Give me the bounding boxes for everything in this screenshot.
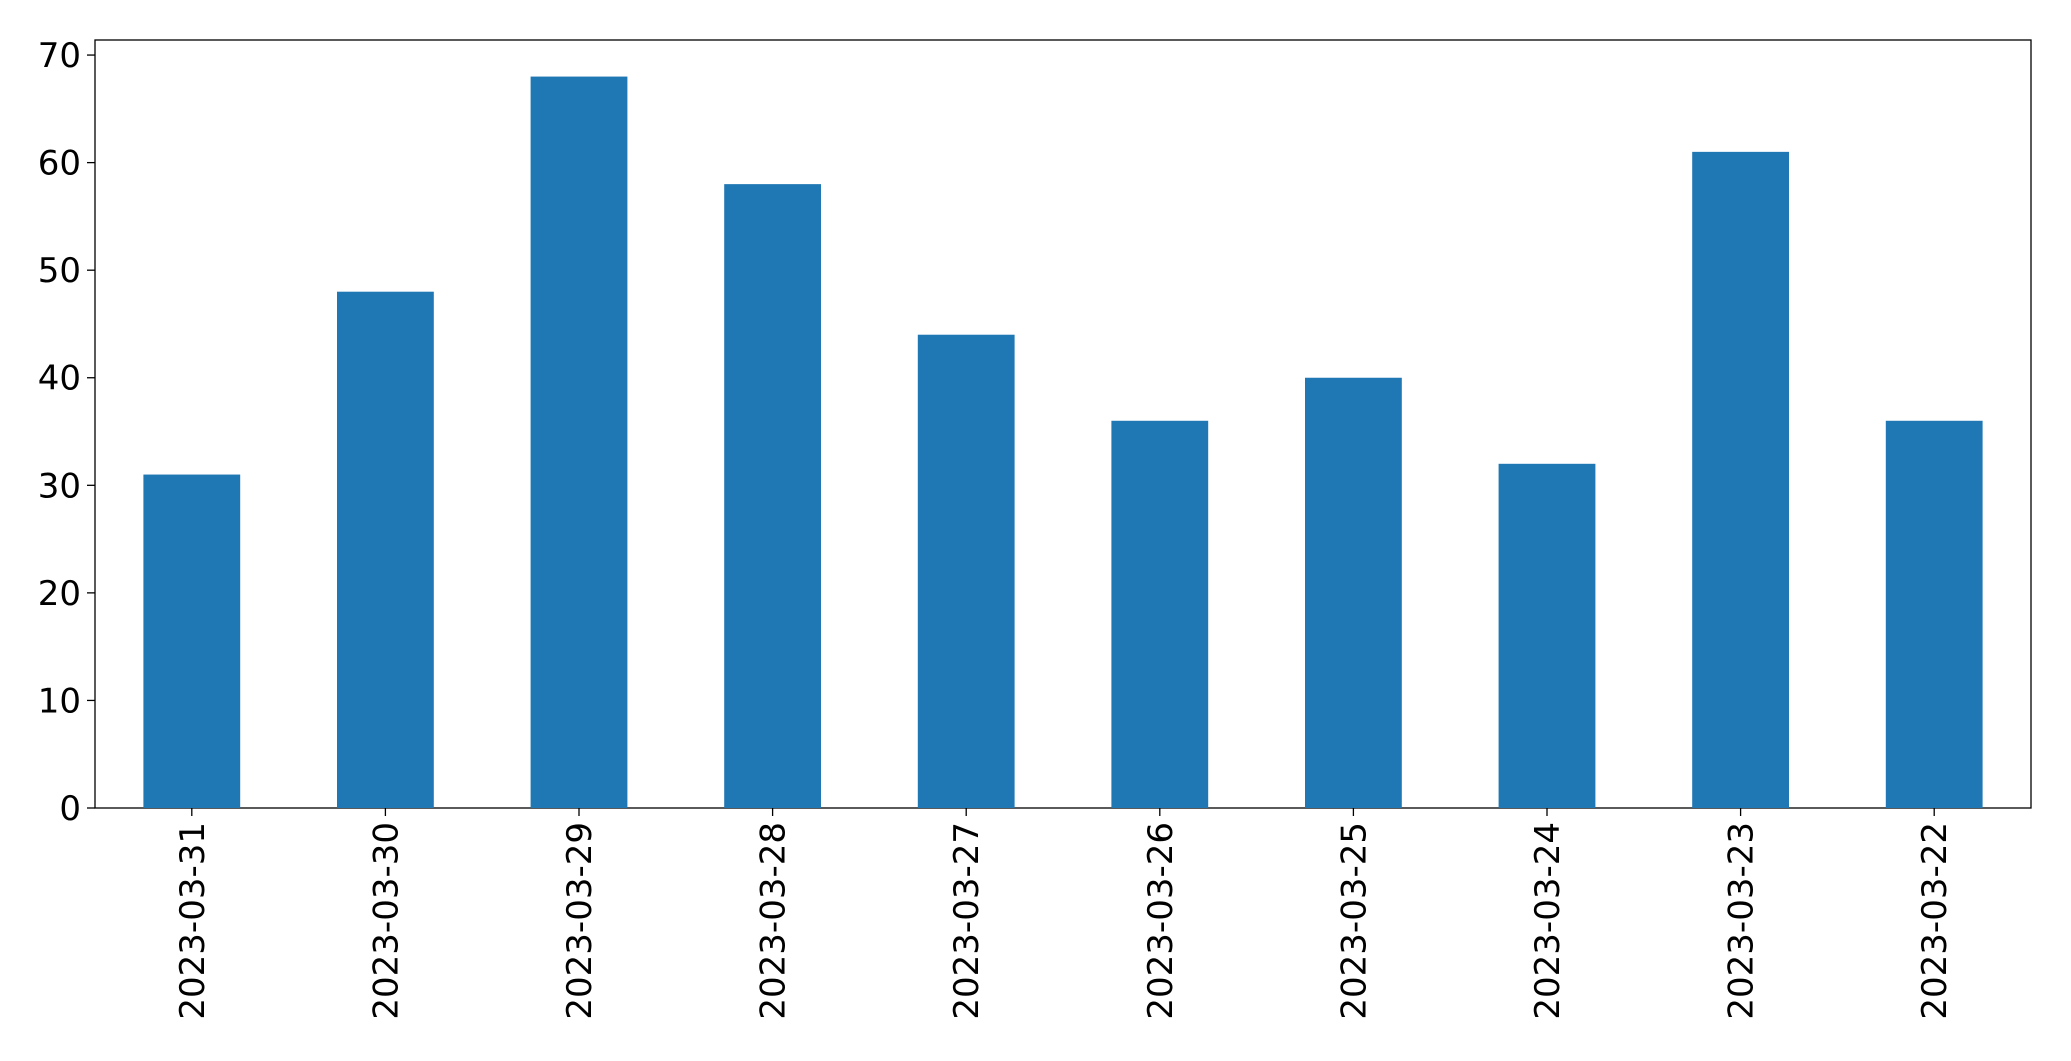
bar xyxy=(1885,420,1983,808)
plot-frame xyxy=(94,39,2032,809)
y-tick-label: 30 xyxy=(38,466,81,506)
y-tick-label: 70 xyxy=(38,36,81,76)
bar xyxy=(724,184,821,808)
x-tick-label: 2023-03-28 xyxy=(754,822,794,1020)
x-tick-label: 2023-03-22 xyxy=(1915,822,1955,1020)
y-tick-label: 40 xyxy=(38,359,81,399)
x-tick-label: 2023-03-27 xyxy=(947,822,987,1020)
x-tick-label: 2023-03-23 xyxy=(1722,822,1762,1020)
bar xyxy=(917,334,1015,808)
bar xyxy=(530,76,628,809)
bar xyxy=(143,474,241,808)
bar xyxy=(1692,151,1789,808)
y-tick-label: 10 xyxy=(38,681,81,721)
y-tick-label: 20 xyxy=(38,574,81,614)
y-tick-label: 0 xyxy=(59,789,81,829)
y-tick-label: 50 xyxy=(38,251,81,291)
x-tick-label: 2023-03-30 xyxy=(366,822,406,1020)
x-tick-label: 2023-03-31 xyxy=(173,822,213,1020)
y-tick-label: 60 xyxy=(38,144,81,184)
bar xyxy=(1111,420,1209,808)
x-tick-label: 2023-03-25 xyxy=(1334,822,1374,1020)
bar xyxy=(337,291,434,808)
x-tick-label: 2023-03-26 xyxy=(1141,822,1181,1020)
x-tick-label: 2023-03-24 xyxy=(1528,822,1568,1020)
bar xyxy=(1305,377,1402,808)
x-tick-label: 2023-03-29 xyxy=(560,822,600,1020)
bar xyxy=(1498,463,1596,808)
